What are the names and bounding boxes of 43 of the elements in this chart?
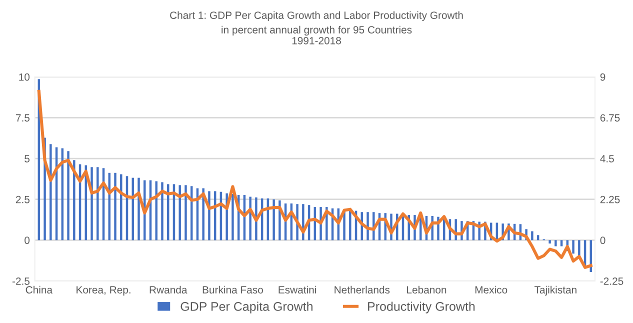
bar: [90, 167, 93, 240]
x-tick-label: Rwanda: [150, 286, 188, 294]
bar: [232, 194, 234, 240]
bar: [548, 240, 551, 244]
x-tick-label: Korea, Rep.: [76, 286, 130, 296]
y-tick-label: 10: [19, 73, 30, 81]
x-tick-label: Eswatini: [278, 286, 316, 294]
chart-subtitle: in percent annual growth for 95 Countries 1991-2018: [222, 26, 412, 44]
legend-label: Productivity Growth: [368, 302, 475, 314]
bar: [50, 144, 52, 240]
x-tick-label: Lebanon: [407, 286, 446, 294]
y-tick-label: 7.5: [16, 114, 30, 122]
y2-tick-label: 6.75: [600, 114, 620, 122]
y-tick-label: -2.5: [12, 278, 30, 285]
y2-tick-label: 2.25: [600, 196, 620, 204]
y2-tick-label: -2.25: [600, 278, 624, 285]
bar: [349, 210, 352, 240]
y-tick-label: 0: [24, 236, 30, 244]
y-tick-label: 2.5: [16, 196, 30, 204]
x-tick-label: Burkina Faso: [202, 286, 263, 294]
x-tick-label: Mexico: [475, 286, 508, 294]
bar: [161, 182, 164, 240]
bar: [272, 199, 275, 240]
y2-tick-label: 9: [600, 73, 606, 81]
bar: [531, 231, 534, 240]
chart-title: Chart 1: GDP Per Capita Growth and Labor Productivity Growth: [170, 11, 463, 22]
legend-label: GDP Per Capita Growth: [180, 302, 312, 314]
bar: [96, 167, 99, 240]
x-tick-label: Tajikistan: [534, 286, 576, 296]
bar: [67, 151, 70, 240]
bar: [178, 185, 181, 240]
line-series: [37, 90, 592, 269]
y2-tick-label: 0: [600, 236, 606, 244]
bar: [73, 160, 76, 240]
x-tick-label: Netherlands: [334, 286, 390, 294]
bar: [554, 240, 557, 246]
bar: [572, 240, 574, 254]
bar: [184, 185, 187, 240]
y-tick-label: 5: [24, 155, 30, 162]
x-tick-label: China: [26, 286, 53, 294]
bar: [120, 174, 122, 240]
bar: [114, 172, 116, 240]
y2-tick-label: 4.5: [600, 155, 614, 162]
